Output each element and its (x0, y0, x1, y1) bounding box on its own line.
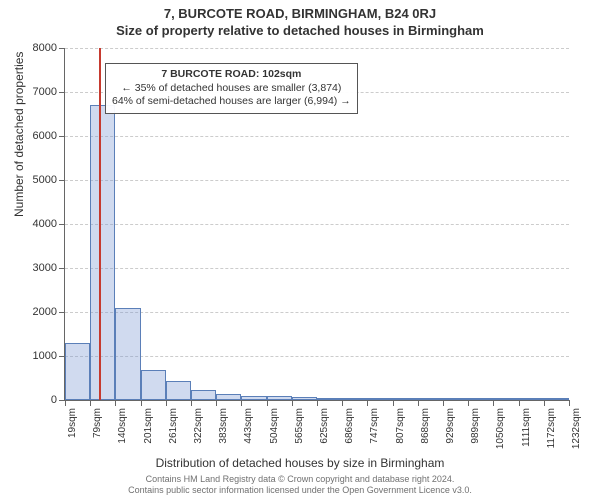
x-tick-label: 140sqm (117, 408, 128, 444)
grid-line (65, 48, 569, 49)
grid-line (65, 268, 569, 269)
x-tick (166, 400, 167, 406)
x-tick-label: 686sqm (344, 408, 355, 444)
x-tick-label: 1172sqm (546, 408, 557, 448)
grid-line (65, 136, 569, 137)
annotation-main: 7 BURCOTE ROAD: 102sqm (112, 68, 351, 82)
histogram-bar (65, 343, 90, 400)
histogram-bar (393, 398, 418, 400)
y-tick-label: 5000 (33, 174, 65, 186)
x-tick-label: 625sqm (319, 408, 330, 444)
y-tick-label: 8000 (33, 42, 65, 54)
footer-line-2: Contains public sector information licen… (0, 485, 600, 496)
x-tick-label: 19sqm (67, 408, 78, 438)
x-tick-label: 1050sqm (495, 408, 506, 449)
y-tick-label: 6000 (33, 130, 65, 142)
y-tick-label: 7000 (33, 86, 65, 98)
footer: Contains HM Land Registry data © Crown c… (0, 474, 600, 497)
x-tick-label: 504sqm (269, 408, 280, 444)
x-tick (544, 400, 545, 406)
histogram-bar (519, 398, 544, 400)
x-tick-label: 1232sqm (571, 408, 582, 449)
x-tick (191, 400, 192, 406)
x-axis-label: Distribution of detached houses by size … (0, 456, 600, 470)
x-tick (267, 400, 268, 406)
histogram-bar (166, 381, 191, 400)
histogram-bar (90, 105, 115, 400)
histogram-bar (216, 394, 241, 400)
x-tick (418, 400, 419, 406)
histogram-bar (267, 396, 292, 400)
histogram-bar (342, 398, 367, 400)
annotation-smaller: ← 35% of detached houses are smaller (3,… (112, 82, 351, 96)
x-tick (519, 400, 520, 406)
x-tick (216, 400, 217, 406)
y-tick-label: 3000 (33, 262, 65, 274)
histogram-bar (544, 398, 569, 400)
x-tick (569, 400, 570, 406)
grid-line (65, 356, 569, 357)
x-tick (443, 400, 444, 406)
x-tick (468, 400, 469, 406)
chart-container: 7, BURCOTE ROAD, BIRMINGHAM, B24 0RJ Siz… (0, 0, 600, 500)
title-sub: Size of property relative to detached ho… (0, 23, 600, 38)
x-tick-label: 565sqm (294, 408, 305, 444)
x-tick-label: 443sqm (243, 408, 254, 444)
x-tick (393, 400, 394, 406)
histogram-bar (241, 396, 266, 400)
x-tick-label: 261sqm (168, 408, 179, 444)
histogram-bar (317, 398, 342, 400)
x-tick (292, 400, 293, 406)
histogram-bar (468, 398, 493, 400)
titles: 7, BURCOTE ROAD, BIRMINGHAM, B24 0RJ Siz… (0, 0, 600, 38)
x-tick-label: 322sqm (193, 408, 204, 444)
x-tick-label: 201sqm (143, 408, 154, 444)
y-tick-label: 2000 (33, 306, 65, 318)
x-tick (317, 400, 318, 406)
x-tick (342, 400, 343, 406)
grid-line (65, 180, 569, 181)
histogram-bar (115, 308, 140, 400)
x-tick-label: 807sqm (395, 408, 406, 444)
title-main: 7, BURCOTE ROAD, BIRMINGHAM, B24 0RJ (0, 6, 600, 21)
x-tick (493, 400, 494, 406)
x-tick-label: 383sqm (218, 408, 229, 444)
histogram-bar (493, 398, 518, 400)
footer-line-1: Contains HM Land Registry data © Crown c… (0, 474, 600, 485)
x-tick-label: 1111sqm (521, 408, 532, 447)
histogram-bar (141, 370, 166, 400)
grid-line (65, 312, 569, 313)
y-tick-label: 1000 (33, 350, 65, 362)
x-tick (241, 400, 242, 406)
x-tick (90, 400, 91, 406)
histogram-bar (418, 398, 443, 400)
y-tick-label: 4000 (33, 218, 65, 230)
histogram-bar (191, 390, 216, 400)
x-tick-label: 929sqm (445, 408, 456, 444)
x-tick (141, 400, 142, 406)
histogram-bar (443, 398, 468, 400)
x-tick (65, 400, 66, 406)
grid-line (65, 224, 569, 225)
histogram-bar (367, 398, 392, 400)
histogram-bar (292, 397, 317, 400)
x-tick-label: 747sqm (369, 408, 380, 444)
x-tick-label: 989sqm (470, 408, 481, 444)
y-axis-label: Number of detached properties (12, 52, 26, 217)
x-tick (367, 400, 368, 406)
marker-line (99, 48, 101, 400)
x-tick (115, 400, 116, 406)
y-tick-label: 0 (51, 394, 65, 406)
x-tick-label: 79sqm (92, 408, 103, 438)
annotation-box: 7 BURCOTE ROAD: 102sqm← 35% of detached … (105, 63, 358, 114)
plot-area: 01000200030004000500060007000800019sqm79… (64, 48, 569, 401)
annotation-larger: 64% of semi-detached houses are larger (… (112, 95, 351, 109)
x-tick-label: 868sqm (420, 408, 431, 444)
